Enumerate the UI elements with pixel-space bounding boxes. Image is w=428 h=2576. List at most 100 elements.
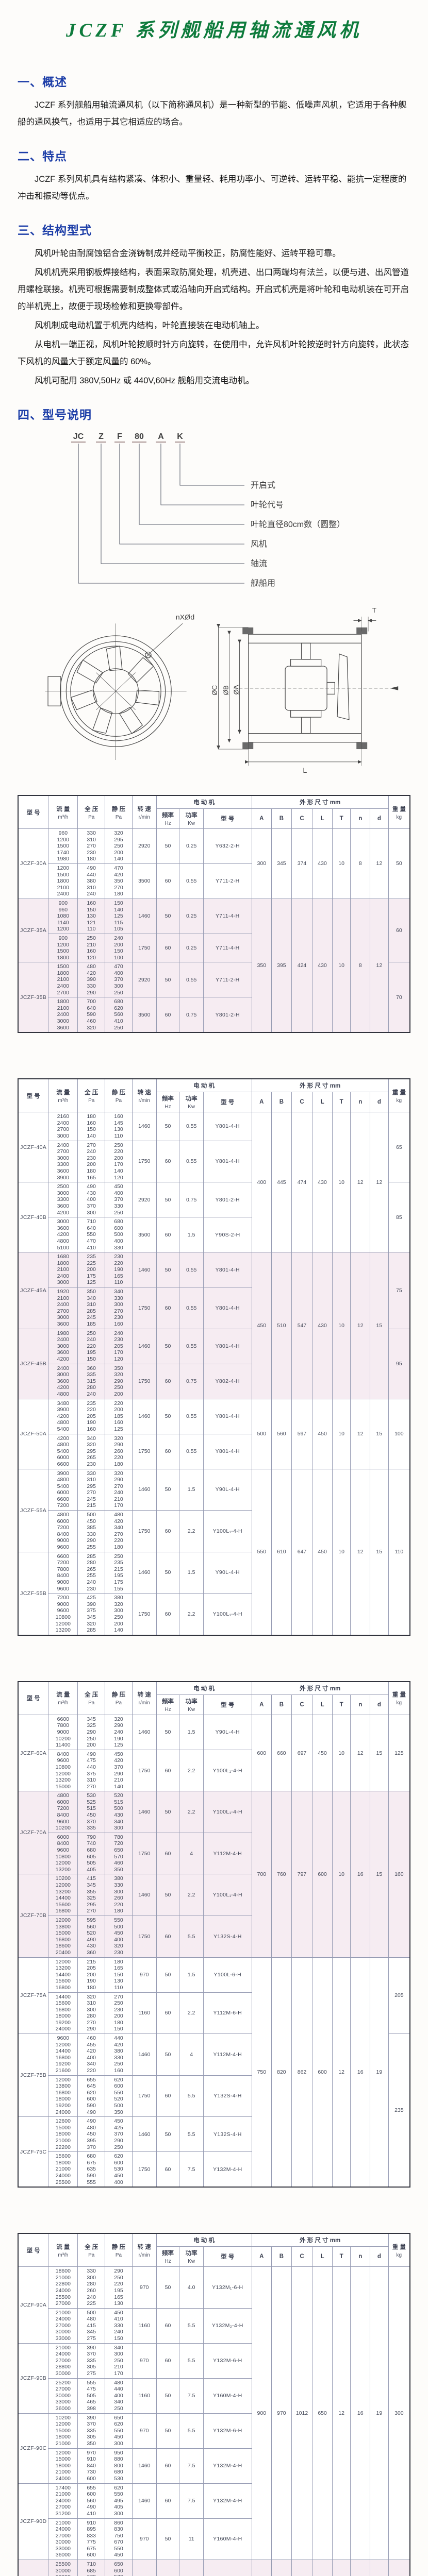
dim-T: 10 <box>332 1791 351 1958</box>
header-dim-L: L <box>312 1092 333 1113</box>
header-power: 功率 Kw <box>179 808 204 829</box>
header-dim-d: d <box>370 2246 389 2267</box>
header-speed: 转 速 r/min <box>131 795 157 829</box>
motor-model-value: Y100L₁-4-H <box>203 1593 252 1636</box>
dim-n: 16 <box>350 1957 371 2188</box>
flow-values: 2400 2700 3000 3300 3600 3900 <box>48 1140 78 1183</box>
frequency-value: 50 <box>156 2518 180 2561</box>
static-pressure-values: 380 330 300 260 220 180 <box>105 1874 133 1916</box>
motor-model-value: Y801-4-H <box>203 1287 252 1329</box>
flow-values: 255003000033000360003900042000 <box>48 2560 78 2576</box>
motor-model-value: Y711-4-H <box>203 898 252 934</box>
code-segment-k: K <box>177 432 183 441</box>
power-value: 5.5 <box>179 2075 204 2117</box>
code-label-openable: 开启式 <box>251 481 275 490</box>
flow-values: 3000 3600 4200 4800 5100 <box>48 1217 78 1253</box>
header-motor-model: 型 号 <box>203 1092 252 1113</box>
dim-B: 660 <box>271 1714 292 1792</box>
model-name: JCZF-45A <box>18 1252 49 1329</box>
power-value: 0.55 <box>179 962 204 998</box>
header-dim-A: A <box>251 2246 272 2267</box>
static-pressure-values: 350 320 290 250 200 <box>105 1363 133 1399</box>
speed-value: 2920 <box>131 828 157 864</box>
static-pressure-values: 160 145 130 110 <box>105 1112 133 1141</box>
static-pressure-values: 250 235 215 195 175 155 <box>105 1551 133 1594</box>
power-value: 5.5 <box>179 2308 204 2344</box>
header-weight: 重 量 kg <box>388 1078 410 1113</box>
static-pressure-values: 470 400 370 300 250 <box>105 962 133 998</box>
frequency-value: 50 <box>156 2266 180 2309</box>
power-value: 0.55 <box>179 1140 204 1183</box>
weight-value: 125 <box>388 1714 410 1792</box>
total-pressure-values: 330 300 280 260 240 225 <box>77 2266 106 2309</box>
total-pressure-values: 425 390 375 345 320 285 <box>77 1593 106 1636</box>
speed-value: 1750 <box>131 1915 157 1958</box>
static-pressure-values: 620 600 550 520 500 350 <box>105 2075 133 2117</box>
header-flow: 流 量 m³/h <box>48 1078 78 1113</box>
power-value: 5.5 <box>179 2343 204 2379</box>
total-pressure-values: 270 240 230 200 180 165 <box>77 1140 106 1183</box>
header-static-pressure: 静 压 Pa <box>105 2233 133 2267</box>
header-dim-A: A <box>251 1694 272 1715</box>
flow-values: 10200 12000 13200 14400 15600 16800 <box>48 1874 78 1916</box>
dim-label-c: ØC <box>211 685 219 695</box>
code-label-axial: 轴流 <box>251 559 267 568</box>
dim-A: 400 <box>251 1112 272 1253</box>
weight-value: 85 <box>388 1182 410 1253</box>
motor-model-value: Y711-2-H <box>203 962 252 998</box>
code-label-diameter: 叶轮直径80cm数（圆整） <box>251 520 345 529</box>
dim-n: 12 <box>350 1468 371 1636</box>
static-pressure-values: 320 290 270 240 210 170 <box>105 1468 133 1511</box>
motor-model-value: Y132S-4-H <box>203 1915 252 1958</box>
dim-L: 600 <box>312 1957 333 2188</box>
dim-A: 700 <box>251 1791 272 1958</box>
spec-table-slot-2: 型 号流 量 m³/h 全 压 Pa 静 压 Pa 转 速 r/min 电 动 机外 形 尺 寸… <box>18 1078 410 1636</box>
dim-C: 797 <box>291 1791 313 1958</box>
flow-values: 15600 18000 21000 24000 25500 <box>48 2151 78 2188</box>
speed-value: 1750 <box>131 1287 157 1329</box>
total-pressure-values: 680 675 635 590 555 <box>77 2151 106 2188</box>
header-weight: 重 量 kg <box>388 2233 410 2267</box>
dim-T: 12 <box>332 1957 351 2188</box>
dim-label-t: T <box>372 606 376 614</box>
frequency-value: 50 <box>156 1112 180 1141</box>
static-pressure-values: 650600570520450360 <box>105 2560 133 2576</box>
dim-d: 15 <box>370 1791 389 1958</box>
dim-C: 374 <box>291 828 313 899</box>
spec-table-slot-1: 型 号流 量 m³/h 全 压 Pa 静 压 Pa 转 速 r/min 电 动 机外 形 尺 寸… <box>18 795 410 1033</box>
header-dim-n: n <box>350 1694 371 1715</box>
model-name: JCZF-95A <box>18 2560 49 2576</box>
header-weight: 重 量 kg <box>388 1681 410 1715</box>
model-name: JCZF-90B <box>18 2343 49 2414</box>
motor-model-value: Y100L₁-4-H <box>203 1874 252 1916</box>
fan-outline-drawing: nXØd <box>18 604 410 782</box>
speed-value: 970 <box>131 2266 157 2309</box>
total-pressure-values: 215 205 200 190 180 <box>77 1957 106 1993</box>
total-pressure-values: 970 910 840 730 600 <box>77 2448 106 2484</box>
model-name: JCZF-70A <box>18 1791 49 1875</box>
model-name: JCZF-75B <box>18 2033 49 2117</box>
motor-model-value: Y90L-4-H <box>203 1714 252 1750</box>
frequency-value: 50 <box>156 2378 180 2414</box>
code-segment-a: A <box>158 432 164 441</box>
speed-value: 1750 <box>131 2151 157 2188</box>
motor-model-value: Y132M-4-H <box>203 2448 252 2484</box>
header-dim-A: A <box>251 808 272 829</box>
flow-values: 12600 15000 18000 21000 22200 <box>48 2116 78 2153</box>
flow-values: 2500 3000 3300 3600 4200 <box>48 1182 78 1218</box>
flow-values: 3900 4800 5400 6000 6600 7200 <box>48 1468 78 1511</box>
model-name: JCZF-30A <box>18 828 49 899</box>
motor-model-value: Y132M₁-6-H <box>203 2266 252 2309</box>
weight-value: 50 <box>388 828 410 899</box>
header-dims-group: 外 形 尺 寸 mm <box>251 2233 389 2247</box>
frequency-value: 60 <box>156 1287 180 1329</box>
dim-T: 10 <box>332 1398 351 1469</box>
model-name: JCZF-40A <box>18 1112 49 1183</box>
motor-model-value: Y132M₂-4-H <box>203 2308 252 2344</box>
power-value: 1.5 <box>179 1217 204 1253</box>
total-pressure-values: 330 310 270 230 180 <box>77 828 106 864</box>
header-dim-d: d <box>370 1092 389 1113</box>
model-name: JCZF-90A <box>18 2266 49 2344</box>
flow-values: 960 1200 1500 1740 1980 <box>48 828 78 864</box>
header-model: 型 号 <box>18 795 49 829</box>
